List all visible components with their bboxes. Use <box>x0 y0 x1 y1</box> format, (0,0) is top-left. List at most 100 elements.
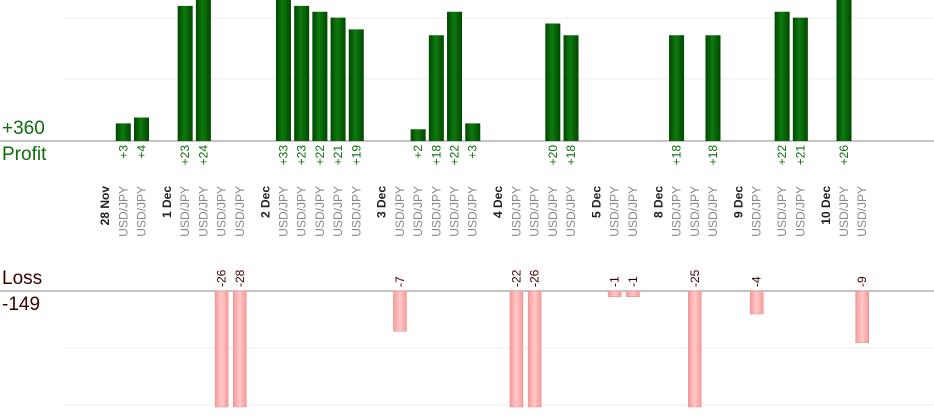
profit-value-label: +2 <box>411 145 425 159</box>
pair-label: USD/JPY <box>528 186 542 237</box>
pair-label: USD/JPY <box>564 186 578 237</box>
profit-value-label: +18 <box>706 145 720 166</box>
loss-value-label: -1 <box>608 276 622 287</box>
date-label: 3 Dec <box>375 186 389 218</box>
pair-label: USD/JPY <box>509 186 523 237</box>
profit-bar <box>465 123 481 141</box>
loss-value-label: -7 <box>393 276 407 287</box>
pair-label: USD/JPY <box>775 186 789 237</box>
profit-bar <box>669 35 685 141</box>
loss-bar <box>233 290 247 408</box>
profit-value-label: +18 <box>670 145 684 166</box>
profit-value-label: +33 <box>276 145 290 166</box>
loss-value-label: -4 <box>750 276 764 287</box>
pair-label: USD/JPY <box>706 186 720 237</box>
pair-label: USD/JPY <box>313 186 327 237</box>
profit-value-label: +23 <box>178 145 192 166</box>
pair-label: USD/JPY <box>626 186 640 237</box>
profit-value-label: +18 <box>429 145 443 166</box>
pair-label: USD/JPY <box>135 186 149 237</box>
loss-value-label: -25 <box>688 269 702 287</box>
loss-value-label: -22 <box>509 269 523 287</box>
loss-label: Loss <box>2 268 43 289</box>
pair-label: USD/JPY <box>178 186 192 237</box>
profit-value-label: +22 <box>313 145 327 166</box>
loss-value-label: -26 <box>215 269 229 287</box>
loss-total: -149 <box>2 294 41 315</box>
loss-value-label: -26 <box>528 269 542 287</box>
pair-label: USD/JPY <box>116 186 130 237</box>
loss-value-label: -1 <box>626 276 640 287</box>
profit-bar <box>115 123 131 141</box>
pair-label: USD/JPY <box>750 186 764 237</box>
loss-bar <box>214 290 229 408</box>
profit-bar <box>312 11 328 141</box>
date-label: 2 Dec <box>258 186 272 218</box>
profit-value-label: +24 <box>196 145 210 166</box>
profit-bar <box>428 35 444 141</box>
pair-label: USD/JPY <box>411 186 425 237</box>
profit-total: +360 <box>2 118 45 139</box>
pair-label: USD/JPY <box>276 186 290 237</box>
profit-bar <box>836 0 852 141</box>
pair-label: USD/JPY <box>793 186 807 237</box>
pair-label: USD/JPY <box>688 186 702 237</box>
profit-bar <box>294 5 310 141</box>
pair-label: USD/JPY <box>196 186 210 237</box>
profit-value-label: +23 <box>295 145 309 166</box>
pair-label: USD/JPY <box>349 186 363 237</box>
profit-bar <box>348 29 364 141</box>
profit-bar <box>195 0 211 141</box>
profit-bar <box>410 129 426 141</box>
profit-value-label: +21 <box>793 145 807 166</box>
pair-label: USD/JPY <box>331 186 345 237</box>
profit-bar <box>275 0 291 141</box>
pair-label: USD/JPY <box>429 186 443 237</box>
profit-value-label: +4 <box>135 145 149 159</box>
date-label: 8 Dec <box>651 186 665 218</box>
profit-bar <box>545 23 561 141</box>
loss-bar <box>607 290 622 297</box>
date-label: 28 Nov <box>98 186 112 226</box>
loss-bar <box>855 290 869 343</box>
profit-bar <box>792 17 808 141</box>
profit-value-label: +18 <box>564 145 578 166</box>
pair-label: USD/JPY <box>855 186 869 237</box>
profit-bar <box>330 17 346 141</box>
loss-bar <box>527 290 542 408</box>
profit-label: Profit <box>2 144 47 165</box>
profit-value-label: +19 <box>349 145 363 166</box>
pair-label: USD/JPY <box>608 186 622 237</box>
profit-bar <box>774 11 790 141</box>
bars <box>115 0 869 408</box>
profit-bar <box>177 5 193 141</box>
date-label: 5 Dec <box>590 186 604 218</box>
profit-value-label: +21 <box>331 145 345 166</box>
profit-bar <box>447 11 463 141</box>
profit-value-label: +22 <box>448 145 462 166</box>
profit-value-label: +22 <box>775 145 789 166</box>
pair-label: USD/JPY <box>393 186 407 237</box>
profit-bar <box>563 35 579 141</box>
profit-bar <box>705 35 721 141</box>
pair-label: USD/JPY <box>546 186 560 237</box>
pair-label: USD/JPY <box>670 186 684 237</box>
pair-label: USD/JPY <box>215 186 229 237</box>
loss-bar <box>393 290 407 332</box>
loss-bar <box>688 290 702 408</box>
pair-label: USD/JPY <box>233 186 247 237</box>
date-label: 10 Dec <box>819 186 833 225</box>
pair-label: USD/JPY <box>466 186 480 237</box>
loss-bar <box>749 290 764 315</box>
profit-value-label: +3 <box>466 145 480 159</box>
loss-value-label: -9 <box>855 276 869 287</box>
loss-value-label: -28 <box>233 269 247 287</box>
profit-value-label: +20 <box>546 145 560 166</box>
loss-bar <box>626 290 640 297</box>
date-label: 9 Dec <box>731 186 745 218</box>
labels: 28 Nov USD/JPY +3 USD/JPY +4 1 Dec USD/JPY +23 U… <box>98 145 869 287</box>
profit-bar <box>134 117 149 141</box>
profit-value-label: +26 <box>837 145 851 166</box>
profit-value-label: +3 <box>116 145 130 159</box>
